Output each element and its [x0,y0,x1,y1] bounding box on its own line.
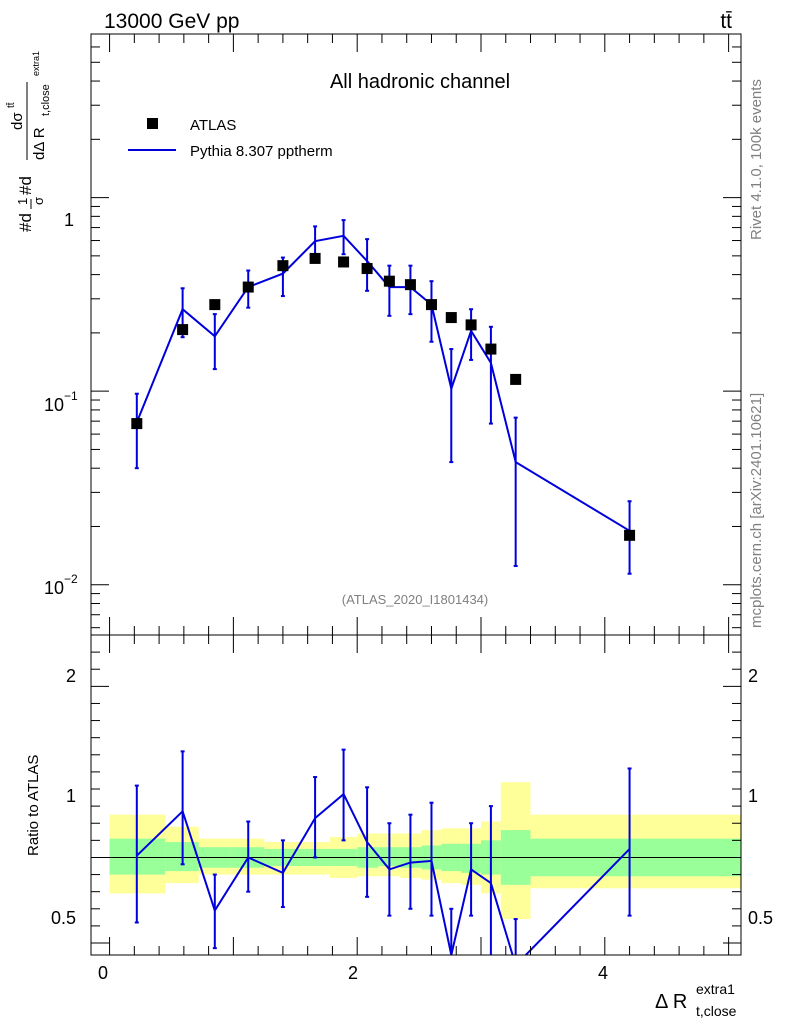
x-tick-0: 0 [98,963,108,983]
ratio-y-tick-labels-right: 2 1 0.5 [748,666,773,928]
legend-marker-atlas [147,118,158,129]
ylabel-frac2-num-sup: tt̄ [5,102,17,108]
ratio-y-tick-1: 1 [66,786,76,806]
ylabel-mid: #d [16,176,35,195]
ratio-y-tick-2-right: 2 [748,666,758,686]
atlas-point [404,279,416,291]
ratio-line [136,792,631,955]
y-tick-label-1: 1 [64,210,74,230]
ylabel-frac2-den: dΔ R [31,127,48,160]
xlabel-main: Δ R [655,991,687,1013]
atlas-point [510,373,522,385]
rivet-label: Rivet 4.1.0, 100k events [748,79,765,240]
legend-label-atlas: ATLAS [190,117,236,134]
ratio-y-ticks [91,634,741,944]
atlas-point [177,324,189,336]
xlabel-sup: extra1 [696,981,735,997]
pythia-line [135,234,631,532]
y-tick-label-0.01: 10 [44,578,64,598]
y-tick-exp-0.1: −1 [64,389,78,403]
x-tick-labels: 0 2 4 [98,963,608,983]
atlas-point [209,299,221,311]
y-tick-label-0.1: 10 [44,395,64,415]
atlas-point [425,299,437,311]
ratio-y-tick-1-right: 1 [748,786,758,806]
ratio-y-tick-2: 2 [66,666,76,686]
main-y-ticks [91,33,741,629]
ylabel-frac2-num: dσ [9,112,26,130]
main-frame [90,33,742,636]
atlas-point [309,252,321,264]
ratio-y-tick-labels-left: 2 1 0.5 [51,666,76,928]
xlabel-sub: t,close [696,1003,737,1019]
x-tick-2: 2 [348,963,358,983]
main-y-tick-labels: 1 10 −1 10 −2 [44,210,78,598]
ylabel-prefix: #d [16,213,35,232]
atlas-point [361,263,373,275]
atlas-point [383,275,395,287]
ratio-y-axis-label: Ratio to ATLAS [25,755,42,856]
energy-label: 13000 GeV pp [104,10,239,33]
atlas-point [242,281,254,293]
x-ticks [109,34,730,955]
atlas-point [338,256,350,268]
ratio-y-tick-0.5-right: 0.5 [748,908,773,928]
ratio-panel: Ratio to ATLAS 2 1 0.5 2 1 0.5 0 2 4 Δ R… [25,634,773,1019]
x-axis-label: Δ R extra1 t,close [655,981,737,1019]
atlas-point [465,319,477,331]
ylabel-frac1-den: σ [31,197,46,205]
ylabel-frac1-num: 1 [15,198,30,205]
legend: ATLAS Pythia 8.307 pptherm [128,117,333,160]
ratio-y-tick-0.5: 0.5 [51,908,76,928]
main-series [131,219,636,575]
y-tick-exp-0.01: −2 [64,572,78,586]
x-tick-4: 4 [598,963,608,983]
ylabel-frac2-den-sup: extra1 [31,51,41,76]
analysis-label: (ATLAS_2020_I1801434) [342,592,488,607]
ratio-frame [90,634,742,956]
main-panel: All hadronic channel (ATLAS_2020_I180143… [5,33,742,636]
mcplots-label: mcplots.cern.ch [arXiv:2401.10621] [748,393,765,628]
atlas-point [624,529,636,541]
legend-label-pythia: Pythia 8.307 pptherm [190,143,333,160]
process-label: tt̄ [720,10,732,33]
ratio-series [134,748,632,955]
atlas-point [131,418,143,430]
ratio-bands [91,782,741,920]
ylabel-frac2-den-sub: t,close [40,84,52,116]
atlas-point [445,312,457,324]
chart-title: All hadronic channel [330,71,510,93]
atlas-point [277,260,289,272]
main-y-axis-label: #d 1 σ #d dσ tt̄ dΔ R t,close extra1 [5,51,52,232]
atlas-point [485,343,497,355]
